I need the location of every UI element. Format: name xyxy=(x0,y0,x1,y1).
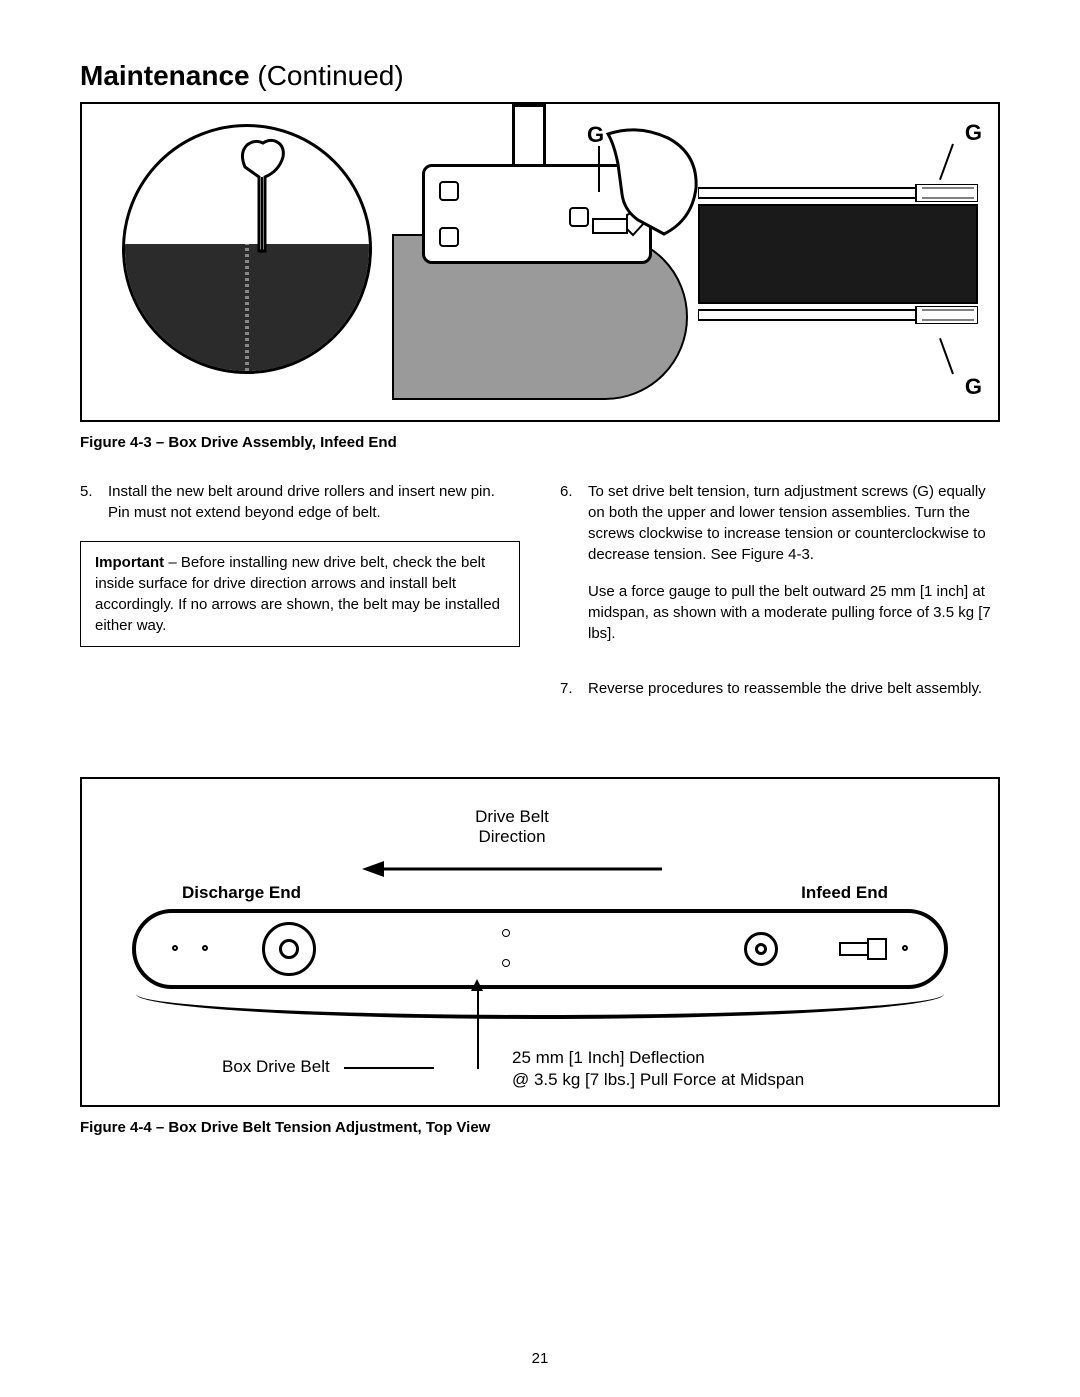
figure-4-3: G G G xyxy=(80,102,1000,422)
tension-bracket-bottom xyxy=(698,306,978,324)
leader-line xyxy=(598,146,600,192)
label-g-top-right: G xyxy=(965,120,982,146)
right-top-view: G G xyxy=(698,174,978,344)
deflection-spec-label: 25 mm [1 Inch] Deflection @ 3.5 kg [7 lb… xyxy=(512,1047,804,1091)
hole-icon xyxy=(502,929,510,937)
detail-circle xyxy=(122,124,372,374)
bolt-icon xyxy=(439,227,459,247)
leader-line xyxy=(939,144,954,180)
step-7-number: 7. xyxy=(560,678,588,699)
belt-slab xyxy=(698,204,978,304)
infeed-hub xyxy=(744,932,778,966)
hub-inner xyxy=(279,939,299,959)
hole-icon xyxy=(902,945,908,951)
page-number: 21 xyxy=(0,1350,1080,1367)
discharge-end-label: Discharge End xyxy=(182,883,301,903)
conveyor-body xyxy=(132,909,948,989)
right-column: 6. To set drive belt tension, turn adjus… xyxy=(560,481,1000,717)
step-7: 7. Reverse procedures to reassemble the … xyxy=(560,678,1000,699)
bolt-icon xyxy=(439,181,459,201)
discharge-hub xyxy=(262,922,316,976)
box-drive-belt-label: Box Drive Belt xyxy=(222,1057,330,1077)
step-6-p1: To set drive belt tension, turn adjustme… xyxy=(588,481,1000,565)
hole-icon xyxy=(502,959,510,967)
title-continued: (Continued) xyxy=(257,60,403,91)
drive-belt-direction-label: Drive Belt Direction xyxy=(422,807,602,847)
hole-icon xyxy=(172,945,178,951)
dbd-line1: Drive Belt xyxy=(422,807,602,827)
step-6: 6. To set drive belt tension, turn adjus… xyxy=(560,481,1000,660)
hand-with-pin-icon xyxy=(205,133,325,253)
direction-arrow-icon xyxy=(362,859,662,879)
dbd-line2: Direction xyxy=(422,827,602,847)
tension-bracket-top xyxy=(698,184,978,202)
figure-4-3-caption: Figure 4-3 – Box Drive Assembly, Infeed … xyxy=(80,434,1000,451)
step-5-number: 5. xyxy=(80,481,108,523)
center-assembly: G xyxy=(392,164,688,400)
infeed-end-label: Infeed End xyxy=(801,883,888,903)
arrowhead-up-icon xyxy=(471,979,483,991)
page-title: Maintenance (Continued) xyxy=(80,60,1000,92)
label-g-center: G xyxy=(587,122,604,148)
left-column: 5. Install the new belt around drive rol… xyxy=(80,481,520,717)
label-g-bottom-right: G xyxy=(965,374,982,400)
step-6-p2: Use a force gauge to pull the belt outwa… xyxy=(588,581,1000,644)
step-5: 5. Install the new belt around drive rol… xyxy=(80,481,520,523)
important-note: Important – Before installing new drive … xyxy=(80,541,520,647)
figure-4-4-caption: Figure 4-4 – Box Drive Belt Tension Adju… xyxy=(80,1119,1000,1136)
belt-seam xyxy=(245,244,249,371)
step-7-text: Reverse procedures to reassemble the dri… xyxy=(588,678,1000,699)
figure-4-4: Drive Belt Direction Discharge End Infee… xyxy=(80,777,1000,1107)
hub-inner xyxy=(755,943,767,955)
steps-columns: 5. Install the new belt around drive rol… xyxy=(80,481,1000,717)
hole-icon xyxy=(202,945,208,951)
leader-line xyxy=(939,338,954,374)
title-bold: Maintenance xyxy=(80,60,250,91)
leader-line xyxy=(344,1067,434,1069)
leader-line xyxy=(477,989,479,1029)
belt-deflection-curve xyxy=(136,989,944,1019)
deflection-line2: @ 3.5 kg [7 lbs.] Pull Force at Midspan xyxy=(512,1069,804,1091)
important-lead: Important xyxy=(95,554,164,571)
leader-line xyxy=(477,1027,479,1069)
deflection-line1: 25 mm [1 Inch] Deflection xyxy=(512,1047,804,1069)
step-5-text: Install the new belt around drive roller… xyxy=(108,481,520,523)
step-6-number: 6. xyxy=(560,481,588,660)
tension-screw-icon xyxy=(838,931,888,967)
